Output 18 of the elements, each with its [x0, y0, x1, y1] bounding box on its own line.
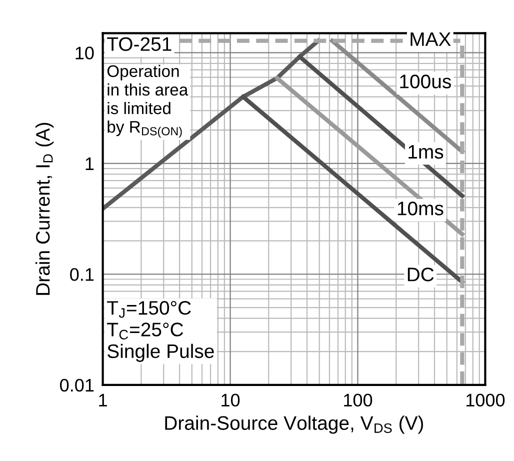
y-tick-label: 0.1 — [70, 268, 94, 281]
annotation: 100us — [400, 74, 451, 88]
y-axis-title: Drain Current, I$_{D}$ (A) — [35, 122, 54, 295]
x-tick-label: 1000 — [466, 394, 505, 407]
annotation: 10ms — [398, 202, 444, 216]
annotation: 1ms — [408, 145, 444, 159]
x-axis-title: Drain-Source Voltage, V$_{DS}$ (V) — [165, 416, 424, 434]
annotation: Operation in this area is limited by R$_{DS(ON)}$ — [107, 64, 188, 138]
x-tick-label: 100 — [344, 394, 372, 407]
annotation: DC — [408, 268, 434, 282]
y-tick-label: 10 — [76, 46, 94, 60]
x-tick-label: 10 — [222, 394, 240, 407]
y-tick-label: 0.01 — [60, 378, 94, 392]
annotation: TO-251 — [107, 37, 172, 51]
annotation: MAX — [410, 32, 451, 46]
x-tick-label: 1 — [99, 394, 107, 406]
y-tick-label: 1 — [86, 158, 94, 170]
annotation: T$_{J}$=150°C T$_{C}$=25°C Single Pulse — [107, 300, 214, 362]
